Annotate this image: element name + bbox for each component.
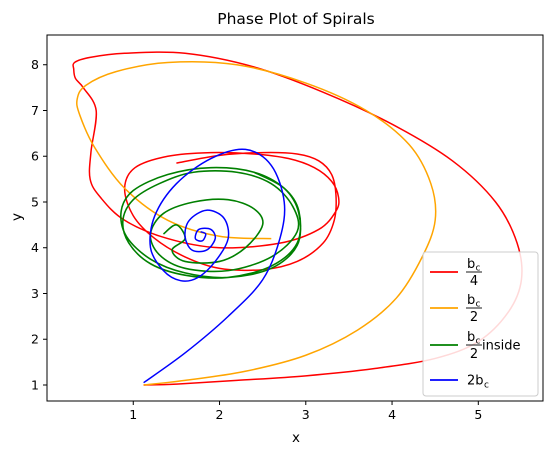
y-tick-label: 5 <box>31 194 39 209</box>
legend-numerator: b <box>467 330 475 345</box>
legend-numerator: b <box>467 257 475 272</box>
y-tick-label: 7 <box>31 103 39 118</box>
y-tick-label: 4 <box>31 240 39 255</box>
legend-box <box>422 251 539 397</box>
legend-entry-2bc: 2b c <box>430 374 489 391</box>
series-line-2bc <box>143 148 286 384</box>
y-axis-ticks: 1 2 3 4 5 6 7 8 <box>31 57 47 392</box>
series-line-bc-over-2 <box>76 61 437 386</box>
legend-entry-bc-over-2: b c2 <box>430 293 482 325</box>
legend-subscript: c <box>476 264 481 274</box>
x-axis-label: x <box>292 430 300 446</box>
plot-frame <box>46 34 544 402</box>
y-tick-label: 1 <box>31 377 39 392</box>
x-tick-label: 2 <box>216 407 224 422</box>
series-line-bc-over-2-inside <box>120 166 302 279</box>
legend-subscript: c <box>476 337 481 347</box>
series-layer <box>72 51 523 386</box>
legend-denominator: 2 <box>470 310 478 325</box>
legend-subscript: c <box>476 300 481 310</box>
legend-numerator: b <box>467 293 475 308</box>
legend-entry-bc-over-4: b c4 <box>430 257 482 289</box>
y-tick-label: 6 <box>31 149 39 164</box>
chart-title: Phase Plot of Spirals <box>217 10 374 28</box>
legend-entry-bc-over-2-inside: b c2 inside <box>430 330 521 362</box>
x-tick-label: 3 <box>302 407 310 422</box>
legend-subscript: c <box>484 381 489 391</box>
y-axis-label: y <box>9 213 25 221</box>
y-tick-label: 8 <box>31 57 39 72</box>
legend-suffix: inside <box>482 339 521 354</box>
legend-denominator: 2 <box>470 347 478 362</box>
legend-denominator: 4 <box>470 274 478 289</box>
y-tick-label: 2 <box>31 332 39 347</box>
x-tick-label: 5 <box>474 407 482 422</box>
legend-prefix: 2b <box>467 374 484 389</box>
x-axis-ticks: 1 2 3 4 5 <box>129 401 482 422</box>
series-line-bc-over-4 <box>72 51 523 386</box>
x-tick-label: 1 <box>129 407 137 422</box>
y-tick-label: 3 <box>31 286 39 301</box>
x-tick-label: 4 <box>388 407 396 422</box>
